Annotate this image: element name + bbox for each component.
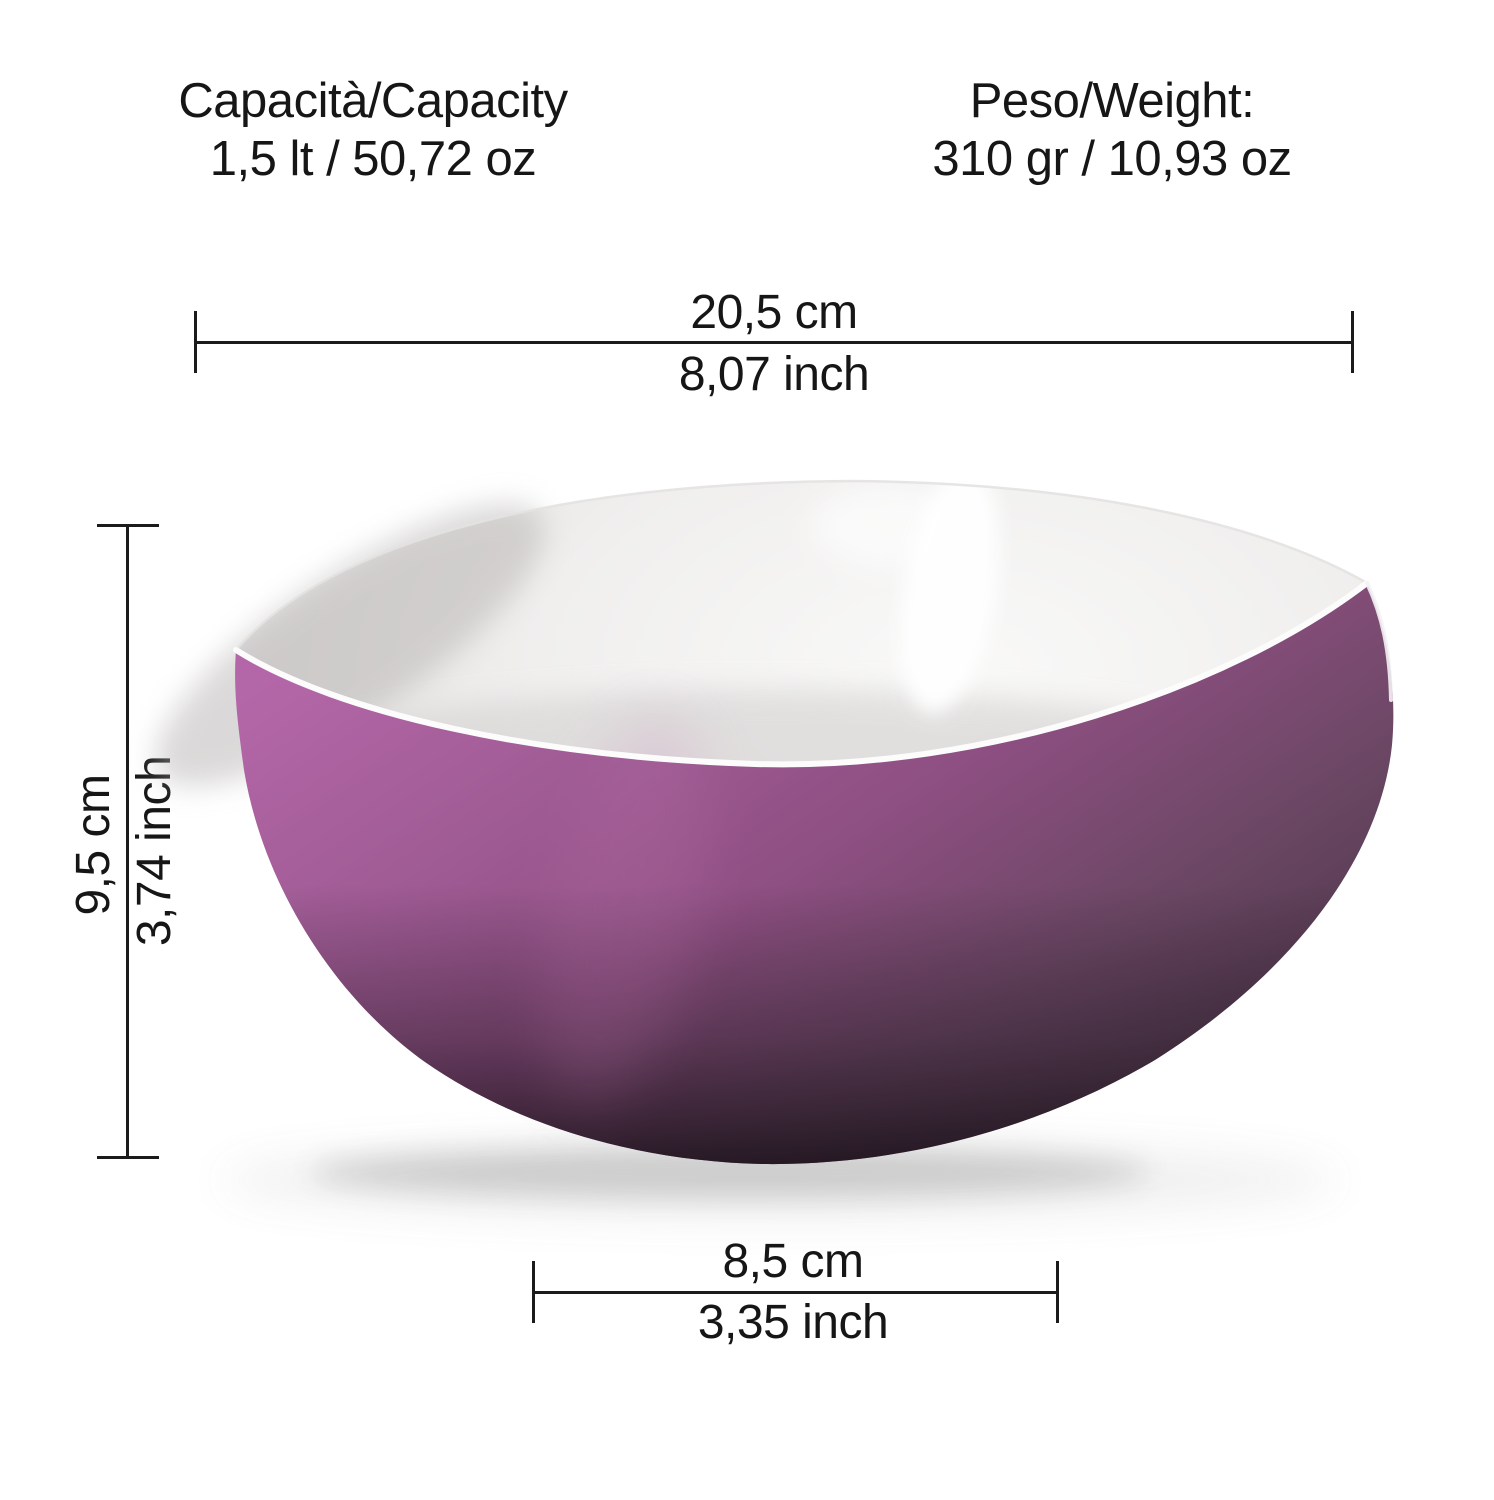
base-inch-label: 3,35 inch [697,1296,889,1349]
bowl-exterior-sheen [540,713,710,1107]
weight-label: Peso/Weight: [969,74,1255,128]
bowl-shadow [220,1142,1340,1218]
capacity-block: Capacità/Capacity 1,5 lt / 50,72 oz [123,72,623,188]
weight-block: Peso/Weight: 310 gr / 10,93 oz [862,72,1362,188]
height-dimension-line [126,526,129,1158]
base-tick-left [532,1261,535,1323]
capacity-label: Capacità/Capacity [178,74,568,128]
width-tick-left [194,311,197,373]
height-tick-bottom [97,1156,159,1159]
bowl-rim-right-highlight [1365,581,1393,702]
base-cm-label: 8,5 cm [722,1235,864,1288]
width-tick-right [1351,311,1354,373]
weight-value: 310 gr / 10,93 oz [932,132,1292,186]
width-cm-label: 20,5 cm [690,286,858,339]
height-tick-top [97,524,159,527]
capacity-value: 1,5 lt / 50,72 oz [209,132,537,186]
bowl-back-rim-edge [235,479,1368,651]
width-dimension-line [195,341,1353,344]
bowl-exterior-bottom-shade [235,583,1394,1165]
bowl-rim-edge [233,580,1370,768]
base-dimension-line [533,1291,1058,1294]
width-inch-label: 8,07 inch [678,348,870,401]
base-tick-right [1056,1261,1059,1323]
